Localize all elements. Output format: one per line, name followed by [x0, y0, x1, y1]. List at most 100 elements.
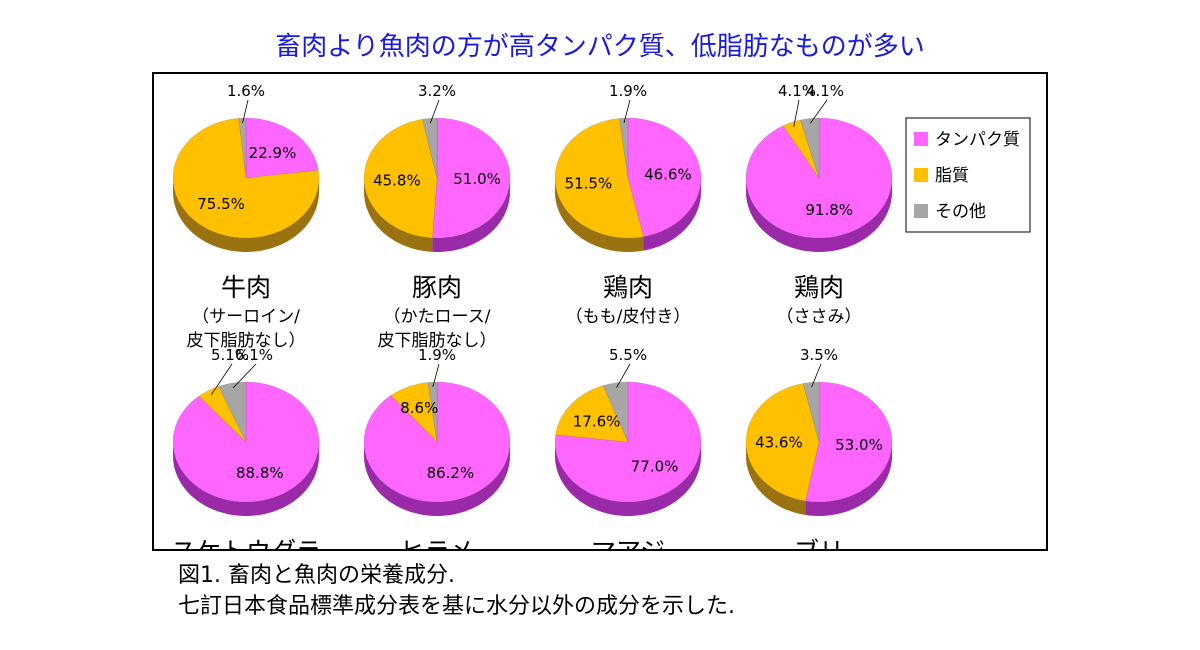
pie-5-side-protein — [173, 442, 319, 516]
pie-8-slice-fat — [745, 383, 820, 502]
pie-3-slice-protein — [627, 117, 702, 237]
pie-3-slice-fat — [554, 118, 644, 239]
pie-chart-3: 46.6% 51.5% 1.9% 鶏肉 （もも/皮付き） — [554, 82, 702, 327]
pie-chart-2: 51.0% 45.8% 3.2% 豚肉 （かたロース/皮下脂肪なし） — [363, 82, 511, 351]
pie-5-leader-other — [232, 363, 257, 389]
caption-line-2: 七訂日本食品標準成分表を基に水分以外の成分を示した. — [178, 594, 735, 619]
pie-chart-6: 86.2% 8.6% 1.9% ヒラメ — [363, 346, 511, 549]
pie-8-label-other: 3.5% — [800, 346, 838, 364]
legend-label-protein: タンパク質 — [935, 130, 1020, 150]
pie-2-sub-2: 皮下脂肪なし） — [378, 331, 497, 351]
pie-1-sub-1: （サーロイン/ — [192, 307, 300, 327]
legend-swatch-fat — [914, 168, 928, 182]
pie-6-label-fat: 8.6% — [400, 399, 438, 417]
pie-2-slice-other — [422, 117, 438, 179]
pie-1-label-fat: 75.5% — [197, 195, 245, 213]
pie-2-leader-other — [429, 99, 440, 124]
pie-3-leader-other — [623, 99, 631, 124]
pie-4-slice-other — [800, 117, 820, 179]
pie-3-slice-other — [618, 117, 629, 179]
pie-4-label-protein: 91.8% — [805, 201, 853, 219]
pie-2-name: 豚肉 — [412, 273, 462, 302]
pie-3-label-protein: 46.6% — [644, 166, 692, 184]
pie-8-label-protein: 53.0% — [835, 436, 883, 454]
pie-7-slice-other — [602, 381, 629, 443]
pie-6-slice-protein — [363, 381, 511, 503]
pie-6-label-protein: 86.2% — [427, 464, 475, 482]
pie-1-side-fat — [173, 178, 319, 252]
pie-4-label-other: 4.1% — [806, 82, 844, 100]
pie-3-sub-1: （もも/皮付き） — [566, 307, 691, 327]
pie-2-side-fat — [364, 178, 433, 252]
pie-2-slice-protein — [432, 117, 511, 239]
legend-label-fat: 脂質 — [935, 166, 969, 186]
pie-2-label-fat: 45.8% — [373, 171, 421, 189]
pie-3-side-protein — [643, 178, 701, 251]
pie-1-label-protein: 22.9% — [249, 144, 297, 162]
pie-5-slice-fat — [198, 385, 247, 443]
pie-4-name: 鶏肉 — [794, 273, 844, 302]
pie-7-label-protein: 77.0% — [631, 458, 679, 476]
pie-1-name: 牛肉 — [221, 273, 271, 302]
pie-6-slice-fat — [390, 382, 438, 443]
chart-frame: 22.9% 75.5% 1.6% 牛肉 （サーロイン/皮下脂肪なし） 51.0% 45.8%… — [152, 72, 1048, 551]
pie-8-leader-other — [811, 363, 822, 388]
legend-swatch-protein — [914, 132, 928, 146]
pie-4-side-protein — [746, 178, 892, 252]
pie-7-name: マアジ — [591, 537, 665, 549]
pie-chart-1: 22.9% 75.5% 1.6% 牛肉 （サーロイン/皮下脂肪なし） — [172, 82, 320, 351]
pie-7-label-other: 5.5% — [609, 346, 647, 364]
pie-2-slice-fat — [363, 118, 438, 239]
pie-3-label-other: 1.9% — [609, 82, 647, 100]
pie-5-label-fat: 5.1% — [211, 346, 249, 364]
pie-chart-7: 77.0% 17.6% 5.5% マアジ — [554, 346, 702, 549]
pie-2-label-other: 3.2% — [418, 82, 456, 100]
pie-5-slice-other — [218, 381, 247, 443]
pie-6-leader-other — [432, 363, 440, 388]
pie-6-side-protein — [364, 442, 510, 516]
pie-8-slice-other — [802, 381, 820, 443]
pie-charts-svg: 22.9% 75.5% 1.6% 牛肉 （サーロイン/皮下脂肪なし） 51.0% 45.8%… — [171, 82, 1031, 549]
pie-7-slice-protein — [554, 381, 702, 503]
pie-5-slice-protein — [172, 381, 320, 503]
pie-7-label-fat: 17.6% — [573, 412, 621, 430]
pie-3-label-fat: 51.5% — [565, 175, 613, 193]
pie-5-label-other: 6.1% — [235, 346, 273, 364]
pie-chart-8: 53.0% 43.6% 3.5% ブリ — [745, 346, 893, 549]
pie-1-label-other: 1.6% — [227, 82, 265, 100]
caption-line-1: 図1. 畜肉と魚肉の栄養成分. — [178, 563, 455, 588]
pie-1-slice-protein — [245, 117, 319, 179]
pie-5-name: スケトウダラ — [171, 537, 321, 549]
pie-chart-4: 91.8% 4.1%4.1% 鶏肉 （ささみ） — [745, 82, 893, 327]
pie-5-leader-fat — [210, 363, 233, 396]
pie-4-label-fat: 4.1% — [778, 82, 816, 100]
pie-4-slice-fat — [782, 119, 820, 179]
pie-8-side-fat — [746, 442, 806, 515]
pie-2-sub-1: （かたロース/ — [384, 307, 491, 327]
pie-4-sub-1: （ささみ） — [777, 307, 862, 327]
pie-6-name: ヒラメ — [400, 537, 474, 549]
pie-8-slice-protein — [805, 381, 893, 503]
figure-caption: 図1. 畜肉と魚肉の栄養成分. 七訂日本食品標準成分表を基に水分以外の成分を示し… — [178, 560, 735, 622]
pie-1-sub-2: 皮下脂肪なし） — [187, 331, 306, 351]
pie-7-side-protein — [555, 442, 701, 516]
legend-swatch-other — [914, 204, 928, 218]
pie-chart-5: 88.8% 5.1%6.1% スケトウダラ — [171, 346, 321, 549]
pie-4-leader-fat — [793, 99, 800, 127]
pie-6-label-other: 1.9% — [418, 346, 456, 364]
legend-label-other: その他 — [935, 202, 986, 222]
pie-1-leader-other — [242, 99, 249, 123]
pie-6-slice-other — [427, 381, 438, 443]
pie-8-label-fat: 43.6% — [755, 434, 803, 452]
pie-7-slice-fat — [555, 385, 629, 443]
pie-4-leader-other — [810, 99, 828, 124]
pie-3-side-fat — [555, 178, 644, 252]
pie-5-label-protein: 88.8% — [236, 464, 284, 482]
pie-3-name: 鶏肉 — [603, 273, 653, 302]
pie-7-leader-other — [616, 363, 631, 388]
pie-4-slice-protein — [745, 117, 893, 239]
pie-1-slice-fat — [172, 117, 320, 239]
chart-title: 畜肉より魚肉の方が高タンパク質、低脂肪なものが多い — [275, 32, 925, 62]
pie-2-label-protein: 51.0% — [453, 170, 501, 188]
